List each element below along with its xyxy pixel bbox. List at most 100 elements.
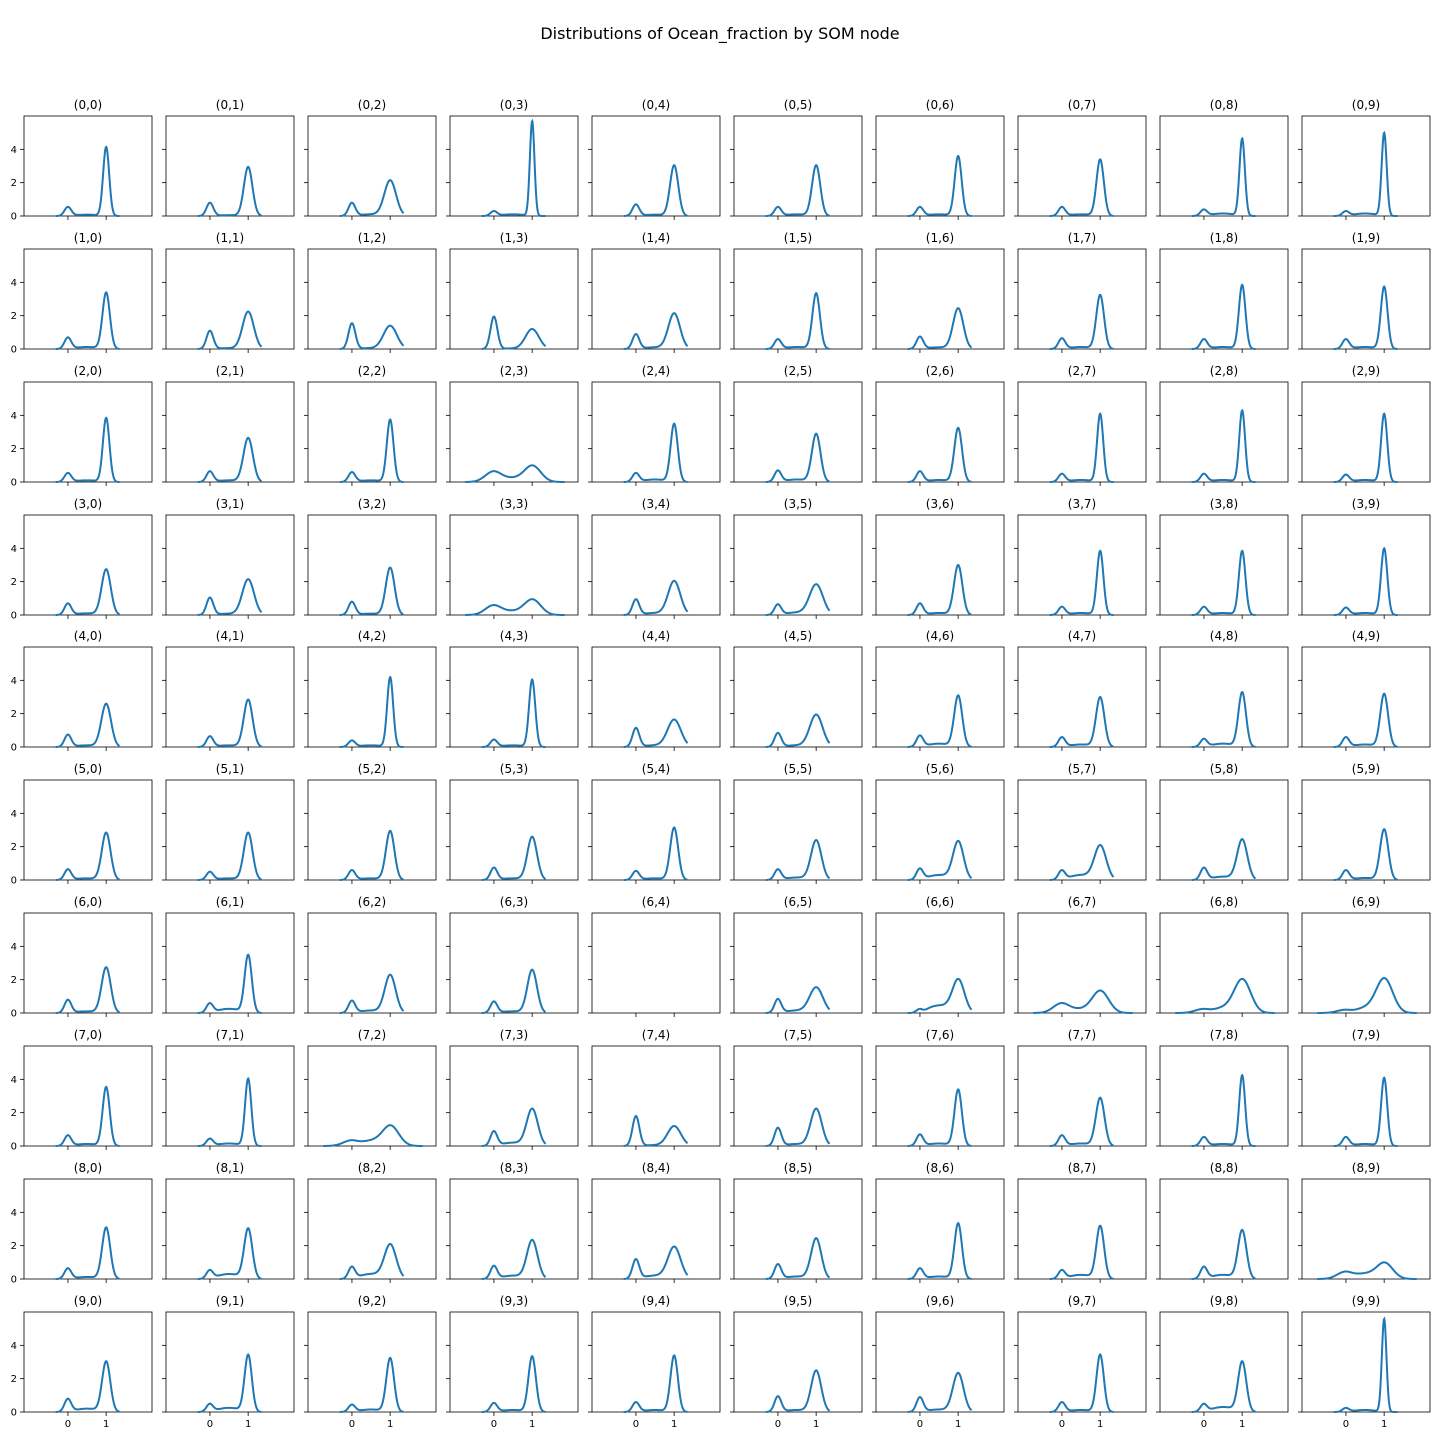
panel-title: (2,6) xyxy=(926,364,954,378)
kde-line xyxy=(1049,412,1114,483)
panel-frame xyxy=(1159,779,1289,881)
x-tick-label: 1 xyxy=(1381,1419,1387,1430)
panel-7-9: (7,9) xyxy=(1298,1028,1431,1150)
panel-title: (1,5) xyxy=(784,231,812,245)
kde-line xyxy=(907,694,972,748)
panel-title: (3,0) xyxy=(74,497,102,511)
panel-title: (0,1) xyxy=(216,98,244,112)
panel-title: (3,9) xyxy=(1352,497,1380,511)
kde-line xyxy=(765,1369,831,1413)
panel-1-6: (1,6) xyxy=(872,231,1005,353)
y-tick-label: 0 xyxy=(11,1275,17,1286)
panel-4-1: (4,1) xyxy=(162,629,295,751)
panel-1-4: (1,4) xyxy=(588,231,721,353)
kde-line xyxy=(481,1107,547,1147)
panel-frame xyxy=(1159,381,1289,483)
kde-line xyxy=(465,464,565,483)
panel-0-4: (0,4) xyxy=(588,98,721,220)
panel-frame xyxy=(733,779,863,881)
panel-title: (3,3) xyxy=(500,497,528,511)
panel-3-3: (3,3) xyxy=(446,497,579,619)
kde-line xyxy=(623,1245,689,1280)
x-tick-label: 0 xyxy=(917,1419,923,1430)
panel-8-3: (8,3) xyxy=(446,1161,579,1283)
panel-frame xyxy=(23,912,153,1014)
panel-1-5: (1,5) xyxy=(730,231,863,353)
y-tick-label: 2 xyxy=(11,311,17,322)
panel-0-2: (0,2) xyxy=(304,98,437,220)
panel-4-3: (4,3) xyxy=(446,629,579,751)
kde-line xyxy=(55,416,120,483)
panel-frame xyxy=(307,646,437,748)
x-tick-label: 0 xyxy=(207,1419,213,1430)
panel-title: (7,6) xyxy=(926,1028,954,1042)
kde-line xyxy=(339,322,405,350)
panel-title: (8,9) xyxy=(1352,1161,1380,1175)
panel-7-8: (7,8) xyxy=(1156,1028,1289,1150)
panel-frame xyxy=(733,381,863,483)
kde-line xyxy=(907,839,973,881)
panel-frame xyxy=(875,779,1005,881)
kde-line xyxy=(907,563,972,616)
panel-title: (8,5) xyxy=(784,1161,812,1175)
kde-line xyxy=(339,675,404,748)
panel-3-8: (3,8) xyxy=(1156,497,1289,619)
figure-title: Distributions of Ocean_fraction by SOM n… xyxy=(540,24,900,43)
kde-line xyxy=(55,1085,120,1147)
panel-frame xyxy=(733,248,863,350)
panel-frame xyxy=(1017,1311,1147,1413)
panel-title: (5,8) xyxy=(1210,762,1238,776)
kde-line xyxy=(1049,843,1115,881)
panel-7-2: (7,2) xyxy=(304,1028,437,1150)
y-tick-label: 0 xyxy=(11,1009,17,1020)
panel-title: (4,9) xyxy=(1352,629,1380,643)
kde-line xyxy=(55,1360,120,1413)
kde-line xyxy=(1191,1228,1256,1280)
kde-line xyxy=(623,422,688,483)
panel-9-3: (9,3) 0 1 xyxy=(446,1294,579,1430)
panel-title: (8,6) xyxy=(926,1161,954,1175)
panel-9-9: (9,9) 0 1 xyxy=(1298,1294,1431,1430)
panel-0-7: (0,7) xyxy=(1014,98,1147,220)
kde-line xyxy=(55,291,120,350)
panel-frame xyxy=(1017,514,1147,616)
panel-frame xyxy=(1301,248,1431,350)
panel-title: (5,9) xyxy=(1352,762,1380,776)
panel-9-8: (9,8) 0 1 xyxy=(1156,1294,1289,1430)
kde-line xyxy=(197,1227,262,1280)
panel-2-6: (2,6) xyxy=(872,364,1005,486)
kde-line xyxy=(339,179,405,217)
panel-title: (5,4) xyxy=(642,762,670,776)
y-tick-label: 4 xyxy=(11,942,17,953)
panel-7-1: (7,1) xyxy=(162,1028,295,1150)
panel-frame xyxy=(1159,1045,1289,1147)
kde-line xyxy=(1049,293,1114,350)
panel-title: (3,8) xyxy=(1210,497,1238,511)
panel-title: (2,7) xyxy=(1068,364,1096,378)
panel-frame xyxy=(449,1178,579,1280)
panel-title: (9,9) xyxy=(1352,1294,1380,1308)
panel-6-7: (6,7) xyxy=(1014,895,1147,1017)
panel-frame xyxy=(875,912,1005,1014)
panel-title: (7,2) xyxy=(358,1028,386,1042)
panel-frame xyxy=(1301,646,1431,748)
panel-frame xyxy=(449,115,579,217)
panel-frame xyxy=(591,514,721,616)
kde-line xyxy=(1191,549,1256,616)
kde-line xyxy=(197,953,262,1014)
kde-line xyxy=(765,583,831,616)
panel-2-9: (2,9) xyxy=(1298,364,1431,486)
panel-frame xyxy=(1017,1178,1147,1280)
panel-1-8: (1,8) xyxy=(1156,231,1289,353)
panel-frame xyxy=(733,646,863,748)
panel-title: (9,3) xyxy=(500,1294,528,1308)
panel-title: (8,4) xyxy=(642,1161,670,1175)
panel-frame xyxy=(875,1311,1005,1413)
panel-title: (8,1) xyxy=(216,1161,244,1175)
kde-line xyxy=(481,678,546,748)
panel-1-7: (1,7) xyxy=(1014,231,1147,353)
panel-5-0: (5,0) 0 2 4 xyxy=(11,762,153,887)
kde-line xyxy=(623,579,689,616)
panel-3-7: (3,7) xyxy=(1014,497,1147,619)
panel-title: (0,2) xyxy=(358,98,386,112)
